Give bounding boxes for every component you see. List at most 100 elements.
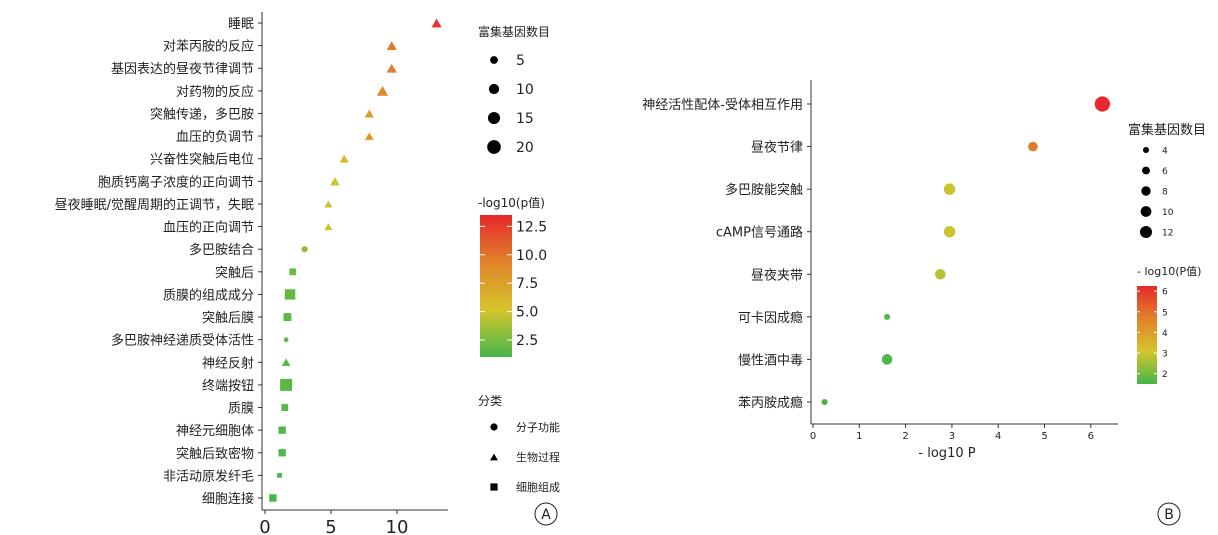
- size-legend-label-b: 12: [1162, 229, 1173, 239]
- colorbar-a: [480, 215, 512, 357]
- data-point-b: [821, 398, 828, 406]
- y-tick-label-b: 昼夜节律: [751, 141, 803, 156]
- size-legend-label-a: 20: [516, 140, 534, 156]
- panel-a: 睡眠对苯丙胺的反应基因表达的昼夜节律调节对药物的反应突触传递，多巴胺血压的负调节…: [55, 12, 560, 535]
- y-tick-label-a: 细胞连接: [202, 491, 254, 507]
- shape-legend-marker-a: [490, 423, 498, 431]
- x-tick-label-b: 6: [1088, 431, 1094, 442]
- data-point-b: [884, 313, 891, 320]
- size-legend-label-a: 10: [516, 82, 534, 98]
- data-point-a: [339, 154, 349, 163]
- x-axis-title-b: - log10 P: [918, 446, 975, 461]
- data-point-a: [284, 289, 296, 300]
- colorbar-label-b: 6: [1162, 288, 1168, 298]
- size-legend-marker-b: [1142, 146, 1150, 154]
- data-point-b: [943, 183, 956, 195]
- size-legend-label-b: 8: [1162, 188, 1168, 198]
- y-tick-label-b: 苯丙胺成瘾: [738, 395, 803, 411]
- colorbar-label-a: 5.0: [516, 305, 538, 321]
- y-tick-label-a: 多巴胺神经递质受体活性: [111, 333, 254, 349]
- colorbar-label-a: 10.0: [516, 248, 547, 264]
- shape-legend-label-a: 细胞组成: [516, 480, 560, 494]
- y-tick-label-b: 昼夜夹带: [751, 268, 803, 283]
- y-tick-label-a: 神经反射: [202, 355, 254, 371]
- panel-label-circle-a: [534, 502, 558, 526]
- x-tick-label-b: 4: [995, 431, 1001, 442]
- data-point-b: [1094, 96, 1111, 112]
- size-legend-label-a: 5: [516, 53, 525, 69]
- size-legend-label-b: 4: [1162, 147, 1168, 157]
- y-tick-label-a: 非活动原发纤毛: [163, 468, 254, 484]
- y-tick-label-a: 突触后: [215, 265, 254, 281]
- y-tick-label-a: 质膜的组成成分: [163, 287, 254, 303]
- size-legend-label-b: 6: [1162, 167, 1168, 177]
- size-legend-marker-a: [487, 140, 501, 154]
- y-tick-label-a: 多巴胺结合: [189, 242, 254, 258]
- x-tick-label-b: 2: [902, 431, 908, 442]
- y-tick-label-a: 突触后致密物: [176, 446, 254, 462]
- y-tick-label-b: 神经活性配体-受体相互作用: [642, 98, 803, 113]
- y-tick-label-a: 突触后膜: [202, 310, 254, 326]
- data-point-a: [364, 109, 374, 118]
- data-point-a: [278, 426, 286, 434]
- colorbar-label-b: 2: [1162, 370, 1168, 380]
- shape-legend-marker-a: [490, 483, 498, 491]
- data-point-a: [283, 337, 289, 343]
- size-legend-label-b: 10: [1162, 208, 1174, 218]
- y-tick-label-b: cAMP信号通路: [716, 225, 803, 241]
- data-point-b: [1028, 141, 1038, 152]
- size-legend-marker-a: [488, 83, 500, 95]
- data-point-a: [431, 18, 442, 28]
- y-tick-label-b: 可卡因成瘾: [738, 310, 803, 326]
- data-point-a: [324, 223, 333, 231]
- panel-label-b: B: [1164, 507, 1174, 523]
- panel-label-circle-b: [1157, 502, 1181, 526]
- x-tick-label-a: 0: [259, 517, 270, 535]
- shape-legend-label-a: 生物过程: [516, 450, 560, 464]
- shape-legend-title-a: 分类: [478, 394, 502, 408]
- y-tick-label-a: 神经元细胞体: [176, 424, 254, 439]
- y-tick-label-a: 质膜: [228, 402, 254, 417]
- data-point-a: [281, 404, 289, 411]
- data-point-a: [376, 85, 389, 96]
- y-tick-label-a: 对苯丙胺的反应: [163, 39, 254, 55]
- size-legend-marker-b: [1140, 226, 1152, 238]
- size-legend-marker-b: [1141, 186, 1151, 196]
- panel-label-a: A: [541, 507, 551, 523]
- data-point-a: [330, 177, 340, 186]
- size-legend-label-a: 15: [516, 111, 534, 127]
- data-point-a: [386, 41, 397, 50]
- data-point-b: [881, 354, 893, 365]
- data-point-b: [943, 225, 956, 238]
- colorbar-label-b: 5: [1162, 308, 1168, 318]
- data-point-a: [324, 200, 333, 208]
- shape-legend-label-a: 分子功能: [516, 420, 560, 434]
- x-tick-label-a: 5: [325, 517, 336, 535]
- data-point-a: [278, 449, 286, 457]
- y-tick-label-a: 对药物的反应: [176, 84, 254, 100]
- x-tick-label-b: 0: [810, 431, 816, 442]
- colorbar-label-a: 12.5: [516, 219, 547, 235]
- color-legend-title-a: -log10(p值): [478, 195, 545, 210]
- x-tick-label-b: 5: [1041, 431, 1047, 442]
- colorbar-label-b: 4: [1162, 329, 1168, 339]
- shape-legend-marker-a: [490, 453, 498, 461]
- y-tick-label-a: 胞质钙离子浓度的正向调节: [98, 174, 254, 190]
- size-legend-marker-b: [1140, 206, 1152, 217]
- y-tick-label-a: 突触传递，多巴胺: [150, 106, 254, 122]
- y-tick-label-a: 兴奋性突触后电位: [150, 152, 254, 168]
- y-tick-label-a: 基因表达的昼夜节律调节: [111, 61, 254, 77]
- colorbar-label-a: 7.5: [516, 276, 538, 292]
- data-point-a: [280, 378, 293, 391]
- data-point-a: [269, 494, 277, 502]
- data-point-a: [301, 246, 308, 253]
- data-point-a: [386, 63, 397, 73]
- size-legend-title-b: 富集基因数目: [1128, 122, 1206, 138]
- y-tick-label-a: 睡眠: [228, 17, 254, 32]
- data-point-a: [283, 313, 292, 321]
- size-legend-title-a: 富集基因数目: [478, 24, 550, 39]
- x-tick-label-b: 3: [949, 431, 955, 442]
- x-tick-label-b: 1: [856, 431, 862, 442]
